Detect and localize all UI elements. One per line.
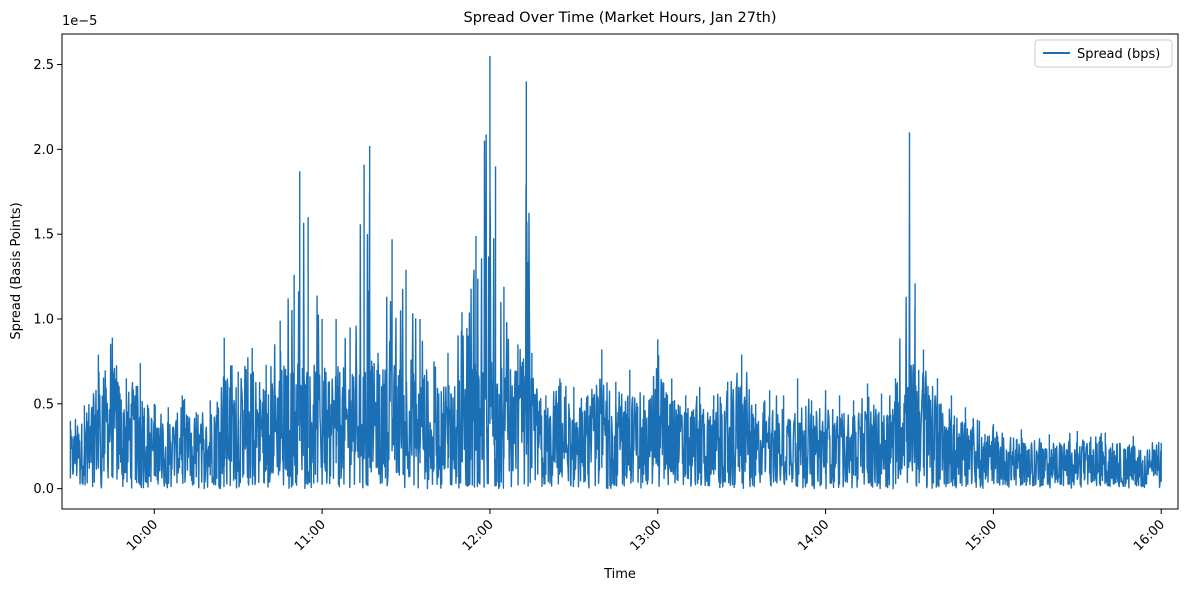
plot-frame <box>61 33 1179 510</box>
y-tick-label: 2.5 <box>33 58 54 73</box>
series-layer <box>69 56 1162 490</box>
legend-label: Spread (bps) <box>1077 47 1160 62</box>
chart-title: Spread Over Time (Market Hours, Jan 27th… <box>463 10 776 26</box>
y-tick-label: 2.0 <box>33 143 54 158</box>
legend-box <box>1034 39 1173 68</box>
plot-area <box>69 56 1162 490</box>
y-offset-label: 1e−5 <box>62 14 97 29</box>
legend: Spread (bps) <box>1034 39 1173 68</box>
y-tick-label: 1.0 <box>33 313 54 328</box>
x-axis-label: Time <box>603 567 636 582</box>
y-tick-label: 0.0 <box>33 482 54 497</box>
y-axis: 0.0 0.5 1.0 1.5 2.0 2.5 <box>33 58 62 497</box>
y-axis-label: Spread (Basis Points) <box>9 202 24 339</box>
series-line-0 <box>69 56 1162 490</box>
y-tick-label: 1.5 <box>33 228 54 243</box>
y-tick-label: 0.5 <box>33 397 54 412</box>
